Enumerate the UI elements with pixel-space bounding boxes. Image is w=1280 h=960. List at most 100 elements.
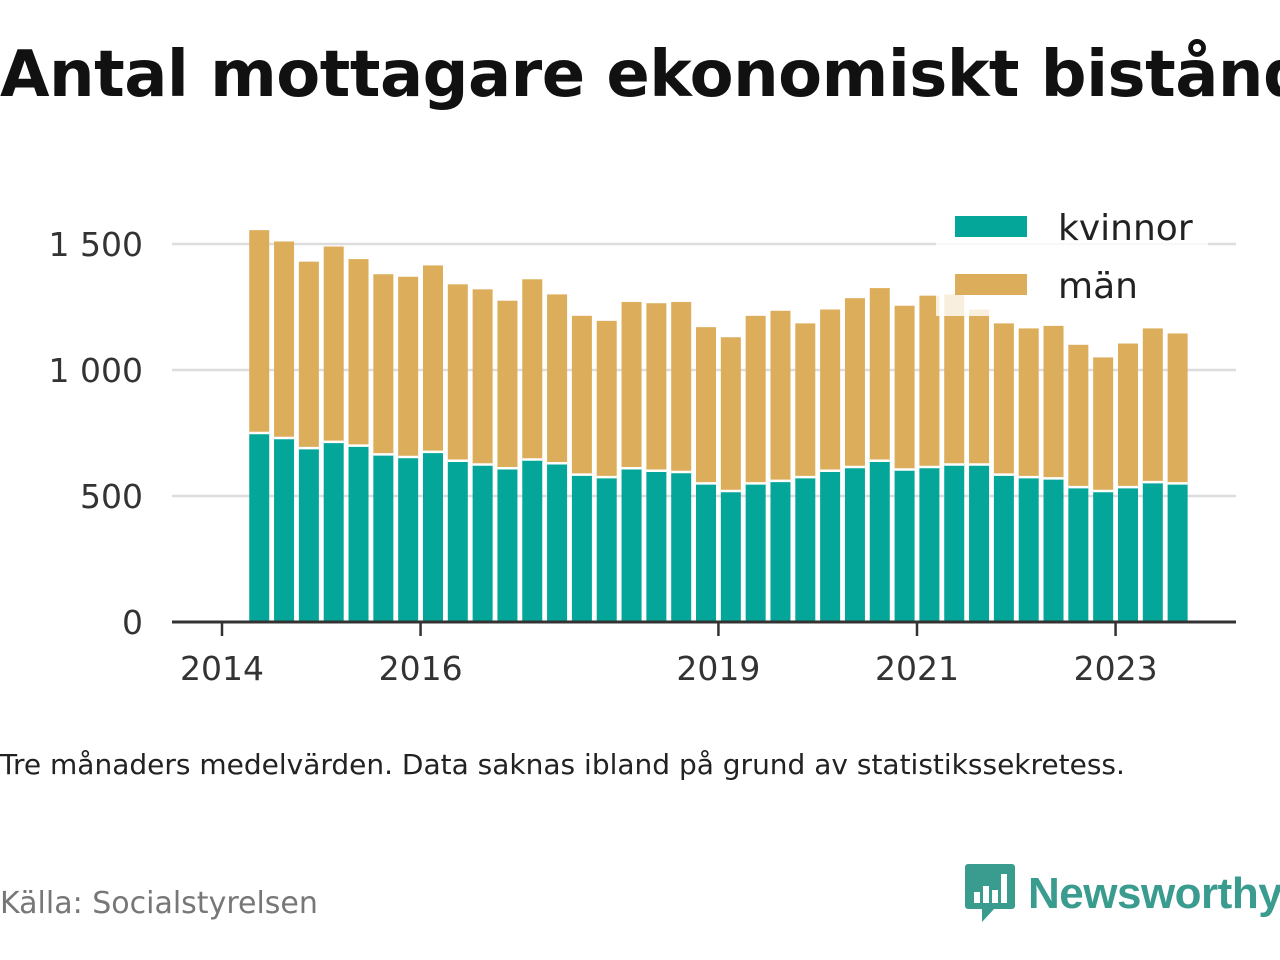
bar-man-27: [919, 295, 940, 468]
legend-swatch-kvinnor: [955, 216, 1027, 237]
bar-kvinnor-29: [969, 464, 990, 622]
bar-kvinnor-27: [919, 467, 940, 622]
bar-man-18: [696, 327, 717, 484]
bar-kvinnor-0: [249, 433, 270, 622]
legend-label-kvinnor: kvinnor: [1058, 208, 1193, 249]
y-tick-label-1000: 1 000: [49, 351, 143, 390]
page-title: Antal mottagare ekonomiskt bistånd: [0, 38, 1280, 112]
bar-man-37: [1167, 333, 1188, 484]
bars: [249, 230, 1188, 622]
bar-man-12: [547, 294, 568, 464]
bar-man-16: [646, 303, 667, 471]
bar-kvinnor-34: [1093, 490, 1114, 622]
bar-kvinnor-30: [993, 474, 1014, 622]
bar-kvinnor-3: [323, 441, 344, 622]
bar-man-32: [1043, 325, 1064, 479]
bar-man-19: [720, 337, 741, 491]
bar-man-36: [1142, 328, 1163, 483]
bar-man-33: [1068, 344, 1089, 488]
bar-man-34: [1093, 357, 1114, 491]
bar-kvinnor-14: [596, 477, 617, 622]
bar-kvinnor-9: [472, 464, 493, 622]
bar-man-21: [770, 310, 791, 481]
bar-man-2: [298, 261, 319, 449]
newsworthy-logo-icon: [965, 864, 1015, 922]
legend: kvinnor män: [936, 204, 1208, 316]
bar-man-15: [621, 301, 642, 469]
legend-label-man: män: [1058, 266, 1138, 307]
y-tick-label-500: 500: [80, 477, 143, 516]
bar-kvinnor-21: [770, 480, 791, 622]
bar-kvinnor-24: [844, 467, 865, 622]
bar-man-8: [447, 284, 468, 461]
bar-kvinnor-16: [646, 470, 667, 622]
bar-man-4: [348, 259, 369, 446]
bar-man-30: [993, 323, 1014, 475]
bar-man-28: [944, 294, 965, 465]
x-tick-label-2021: 2021: [875, 649, 959, 688]
x-tick-label-2016: 2016: [379, 649, 463, 688]
x-tick-label-2014: 2014: [180, 649, 264, 688]
bar-kvinnor-19: [720, 490, 741, 622]
bar-man-0: [249, 230, 270, 433]
brand-name: Newsworthy: [1028, 869, 1280, 918]
bar-man-31: [1018, 328, 1039, 478]
bar-man-6: [398, 276, 419, 457]
bar-kvinnor-2: [298, 448, 319, 622]
bar-man-13: [571, 315, 592, 475]
y-tick-label-0: 0: [122, 603, 143, 642]
bar-man-20: [745, 315, 766, 484]
x-axis: 2014 2016 2019 2021 2023: [172, 620, 1236, 688]
bar-kvinnor-20: [745, 483, 766, 622]
bar-kvinnor-23: [820, 470, 841, 622]
chart-note: Tre månaders medelvärden. Data saknas ib…: [0, 748, 1125, 781]
bar-kvinnor-4: [348, 445, 369, 622]
bar-man-29: [969, 309, 990, 465]
bar-kvinnor-8: [447, 460, 468, 622]
bar-man-23: [820, 309, 841, 471]
bar-man-7: [422, 265, 443, 452]
bar-kvinnor-12: [547, 463, 568, 622]
bar-kvinnor-15: [621, 468, 642, 622]
bar-man-14: [596, 320, 617, 478]
bar-kvinnor-10: [497, 468, 518, 622]
stacked-bar-chart: 2014 2016 2019 2021 2023 0 500 1 000 1 500 kvin…: [48, 204, 1236, 688]
bar-kvinnor-6: [398, 456, 419, 622]
bar-man-10: [497, 300, 518, 469]
bar-man-26: [894, 305, 915, 470]
bar-man-3: [323, 246, 344, 442]
bar-kvinnor-13: [571, 474, 592, 622]
bar-kvinnor-37: [1167, 483, 1188, 622]
bar-man-1: [274, 241, 295, 439]
bar-kvinnor-17: [671, 472, 692, 622]
bar-kvinnor-22: [795, 477, 816, 622]
y-axis: 0 500 1 000 1 500: [49, 225, 143, 642]
brand-logo: Newsworthy: [964, 862, 1280, 926]
source-credit: Källa: Socialstyrelsen: [0, 886, 318, 921]
bar-kvinnor-33: [1068, 487, 1089, 622]
bar-kvinnor-28: [944, 464, 965, 622]
bar-kvinnor-35: [1117, 487, 1138, 622]
legend-swatch-man: [955, 274, 1027, 295]
bar-man-25: [869, 288, 890, 461]
bar-man-9: [472, 289, 493, 465]
bar-man-11: [522, 279, 543, 460]
bar-man-35: [1117, 343, 1138, 488]
bar-man-17: [671, 301, 692, 473]
bar-kvinnor-18: [696, 483, 717, 622]
bar-kvinnor-36: [1142, 482, 1163, 622]
y-tick-label-1500: 1 500: [49, 225, 143, 264]
bar-kvinnor-1: [274, 438, 295, 622]
x-tick-label-2023: 2023: [1074, 649, 1158, 688]
bar-kvinnor-26: [894, 469, 915, 622]
bar-kvinnor-31: [1018, 477, 1039, 622]
bar-kvinnor-7: [422, 451, 443, 622]
bar-kvinnor-11: [522, 459, 543, 622]
bar-kvinnor-32: [1043, 478, 1064, 622]
bar-kvinnor-25: [869, 460, 890, 622]
bar-man-22: [795, 323, 816, 478]
bar-man-24: [844, 298, 865, 468]
x-tick-label-2019: 2019: [676, 649, 760, 688]
bar-kvinnor-5: [373, 454, 394, 622]
bar-man-5: [373, 274, 394, 455]
